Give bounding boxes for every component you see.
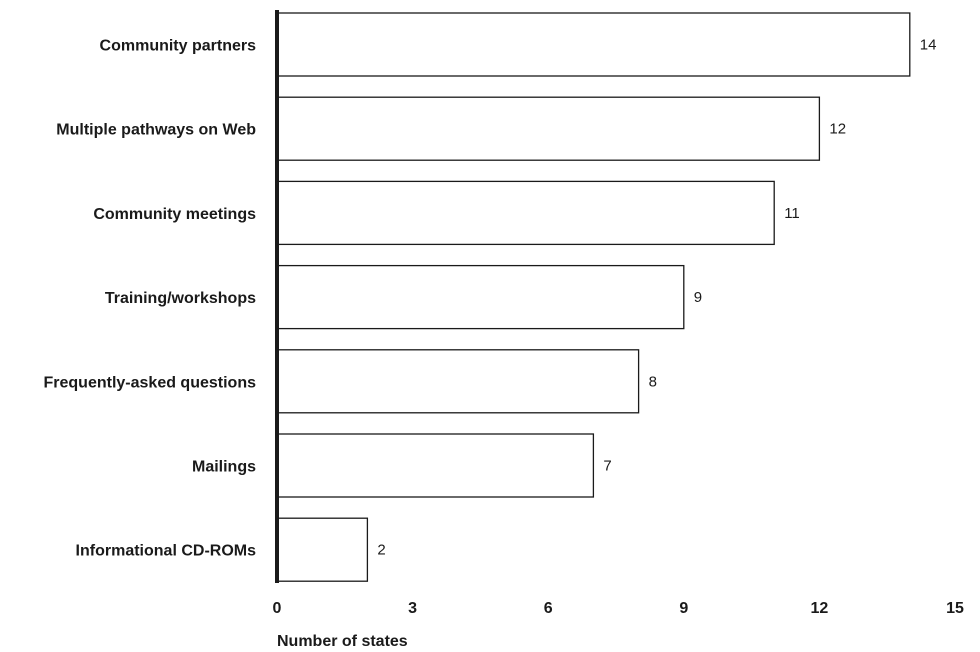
x-tick-label-2: 6 <box>544 600 553 617</box>
category-label-1: Multiple pathways on Web <box>56 122 256 139</box>
category-label-0: Community partners <box>100 38 257 55</box>
category-label-5: Mailings <box>192 459 256 476</box>
value-labels-group: 14 12 11 9 8 7 2 <box>377 37 936 559</box>
value-label-5: 7 <box>603 458 611 475</box>
value-label-3: 9 <box>694 289 702 306</box>
bar-0 <box>276 12 911 77</box>
bar-6 <box>276 517 369 582</box>
value-label-4: 8 <box>649 373 657 390</box>
category-labels-group: Community partners Multiple pathways on W… <box>44 38 257 560</box>
bar-2 <box>276 180 775 246</box>
category-label-2: Community meetings <box>93 206 256 223</box>
category-label-4: Frequently-asked questions <box>44 374 257 391</box>
x-tick-label-3: 9 <box>679 600 688 617</box>
bar-4 <box>276 349 640 414</box>
bars-group <box>276 12 911 582</box>
bar-1 <box>276 96 821 161</box>
x-tick-label-0: 0 <box>273 600 282 617</box>
value-label-6: 2 <box>377 542 385 559</box>
x-axis-title: Number of states <box>277 633 408 650</box>
x-tick-labels-group: 0 3 6 9 12 15 <box>273 600 964 617</box>
category-label-3: Training/workshops <box>105 290 256 307</box>
value-label-0: 14 <box>920 37 937 54</box>
value-label-1: 12 <box>829 121 846 138</box>
x-tick-label-5: 15 <box>946 600 964 617</box>
category-label-6: Informational CD-ROMs <box>76 543 257 560</box>
bar-3 <box>276 264 685 330</box>
value-label-2: 11 <box>784 205 800 222</box>
x-tick-label-1: 3 <box>408 600 417 617</box>
x-tick-label-4: 12 <box>811 600 829 617</box>
bar-5 <box>276 433 595 498</box>
